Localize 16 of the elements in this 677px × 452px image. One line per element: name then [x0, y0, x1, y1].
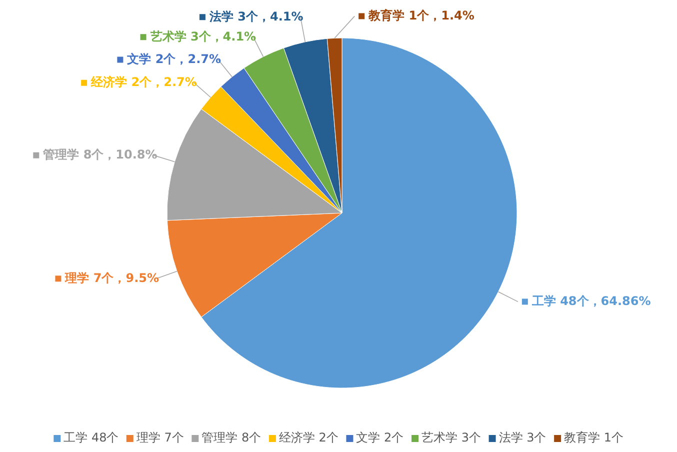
legend-label: 工学 48个 — [64, 430, 119, 444]
data-label: 教育学 1个，1.4% — [368, 8, 474, 22]
data-label: 工学 48个，64.86% — [530, 294, 651, 308]
data-label: 法学 3个，4.1% — [208, 9, 304, 24]
data-label: 文学 2个，2.7% — [126, 52, 222, 66]
legend-label: 文学 2个 — [356, 430, 404, 444]
data-label: 管理学 8个，10.8% — [42, 148, 158, 162]
legend-label: 教育学 1个 — [564, 430, 624, 444]
legend-label: 理学 7个 — [136, 430, 184, 444]
legend-label: 艺术学 3个 — [422, 430, 481, 444]
data-label: 艺术学 3个，4.1% — [149, 29, 256, 44]
legend-label: 经济学 2个 — [278, 430, 338, 444]
legend-label: 管理学 8个 — [202, 430, 262, 444]
data-label: 理学 7个，9.5% — [64, 270, 160, 285]
legend-label: 法学 3个 — [498, 430, 546, 444]
data-label: 经济学 2个，2.7% — [90, 75, 197, 90]
